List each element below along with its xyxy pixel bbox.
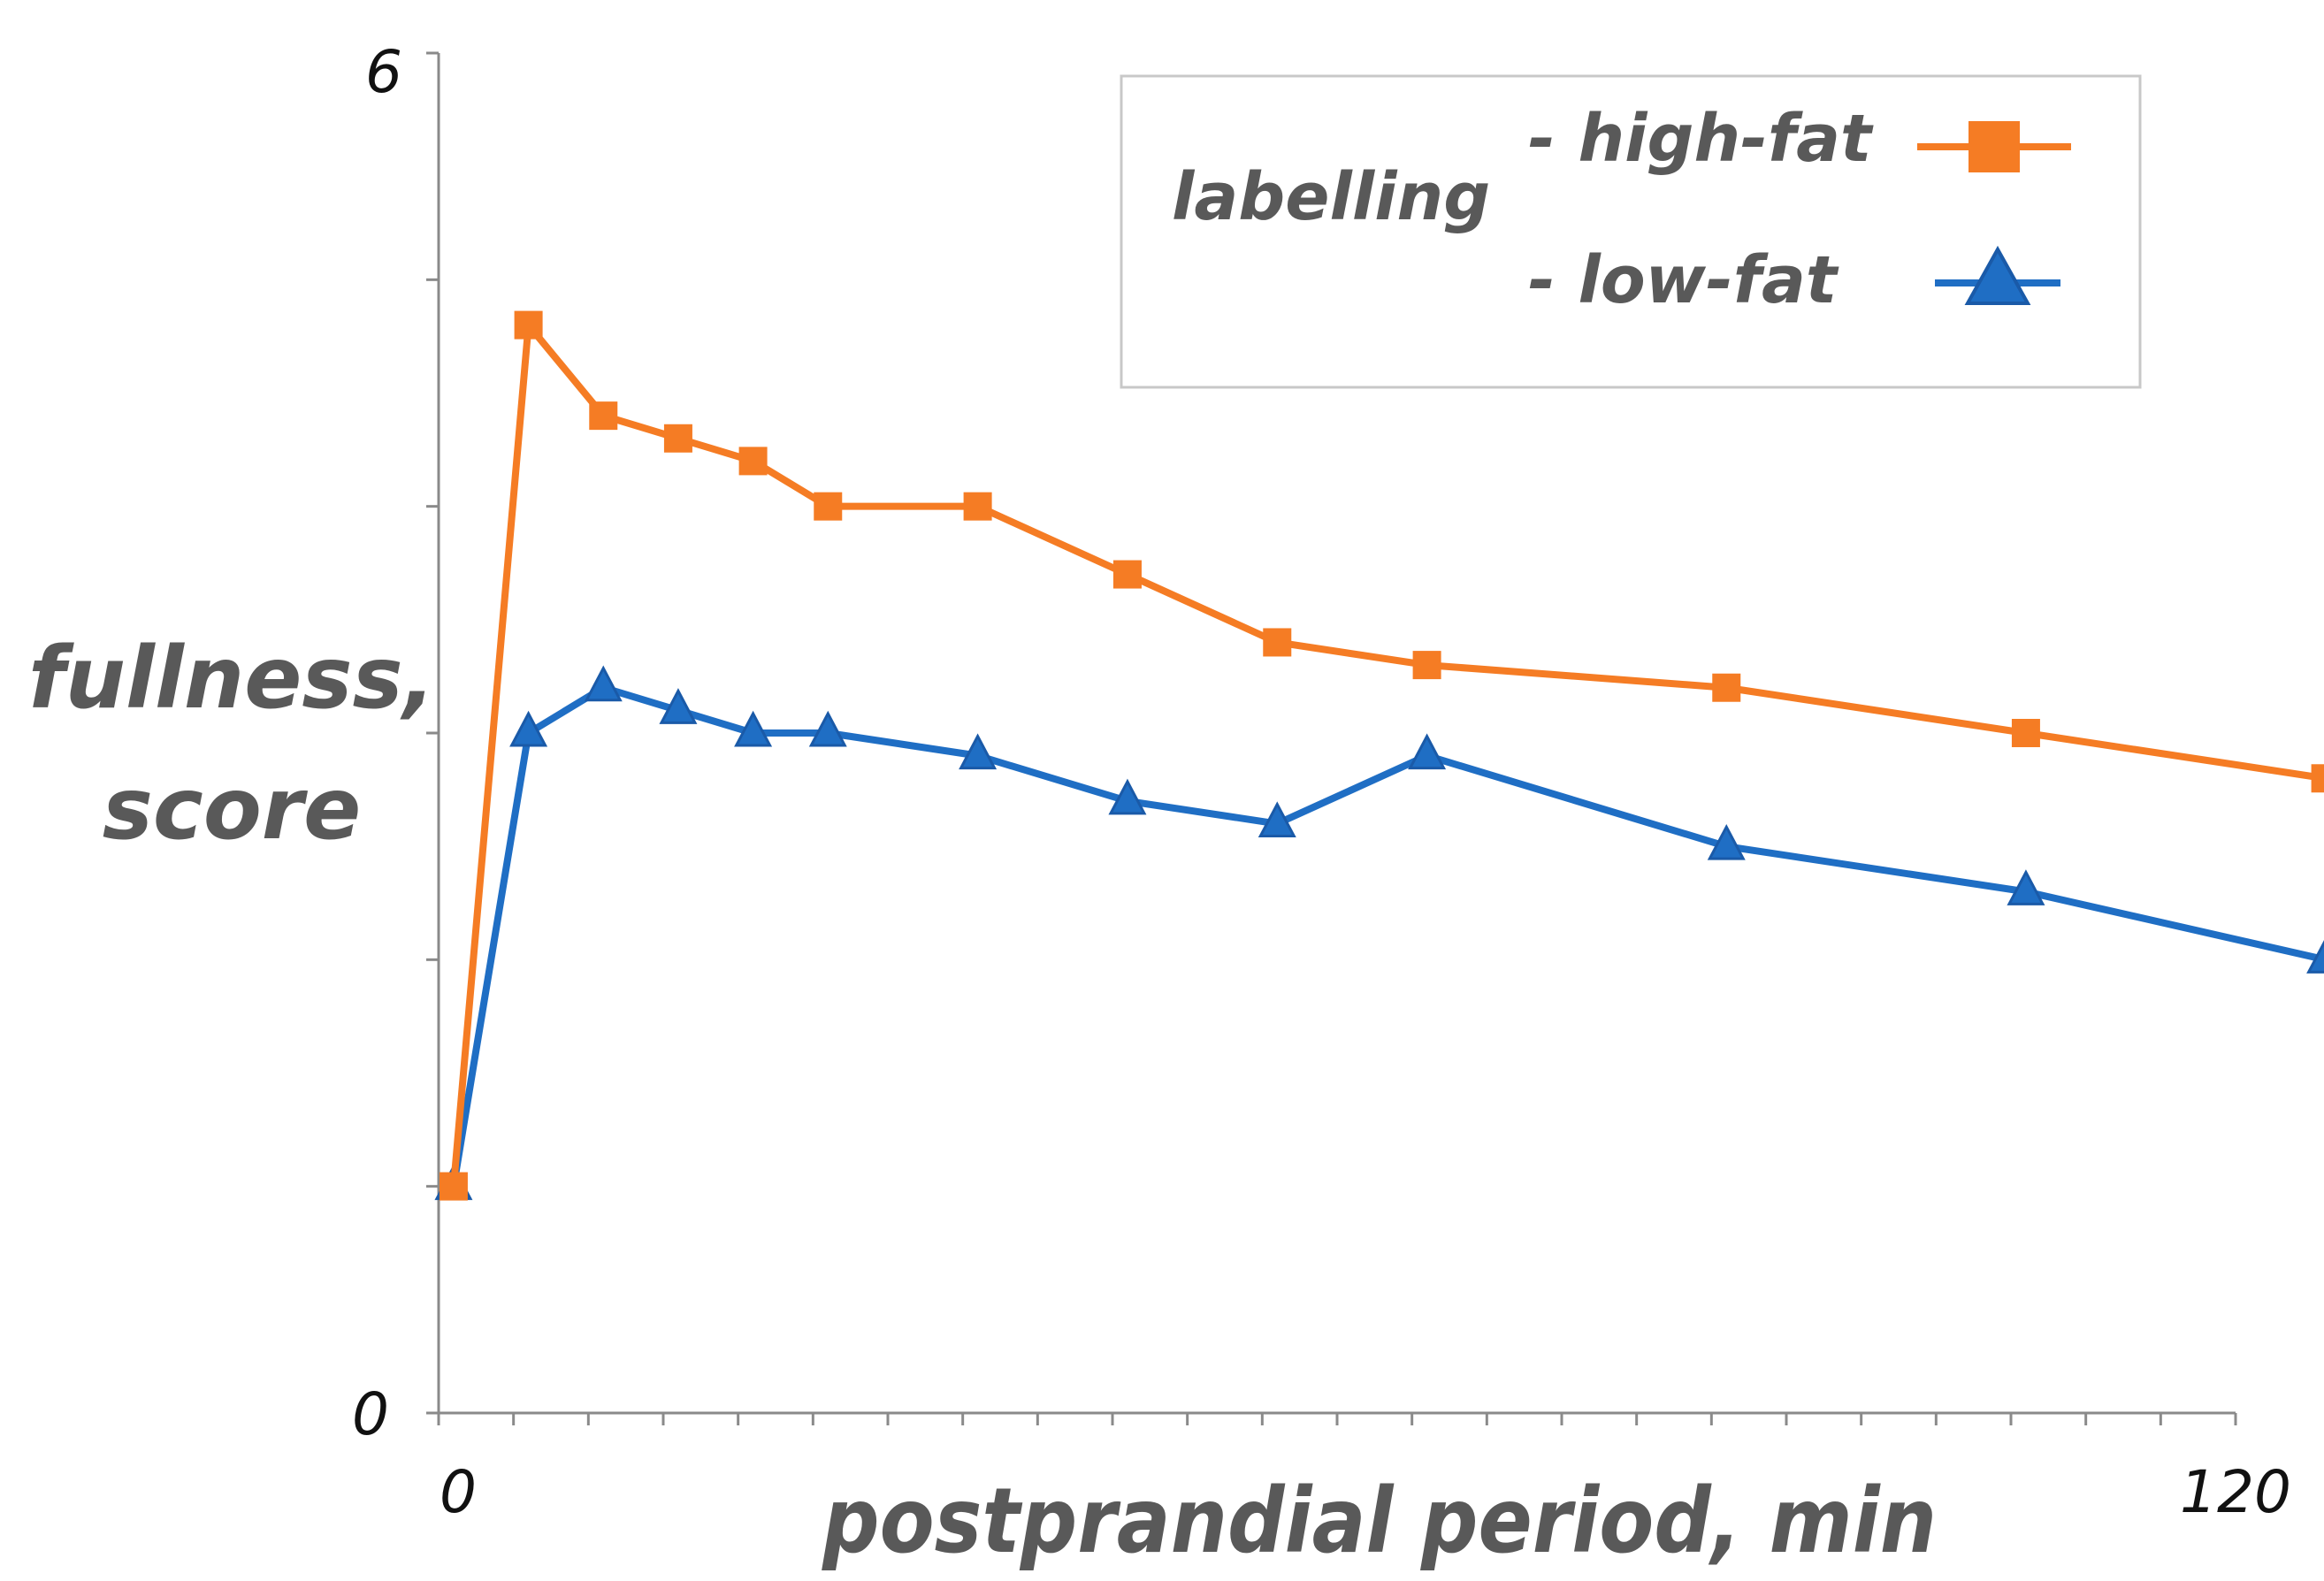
plot-area (434, 310, 2324, 1201)
data-point-high-fat (1712, 673, 1741, 702)
y-axis-ticks (426, 51, 439, 1415)
y-axis-title-line-1: fullness, (28, 629, 435, 728)
data-point-low-fat (959, 733, 998, 770)
data-point-high-fat (1112, 560, 1142, 589)
data-point-low-fat (2007, 869, 2045, 905)
x-axis-ticks (437, 1413, 2237, 1425)
y-tick-label-max: 6 (365, 38, 402, 106)
data-point-high-fat (514, 310, 543, 340)
data-point-high-fat (1263, 628, 1292, 657)
data-point-low-fat (734, 710, 773, 747)
x-tick-label-min: 0 (440, 1458, 477, 1526)
data-point-low-fat (509, 710, 548, 747)
data-point-low-fat (1408, 733, 1447, 770)
data-point-high-fat (963, 492, 992, 521)
legend-label-high-fat: - high-fat (1528, 101, 1874, 177)
data-point-high-fat (738, 447, 768, 476)
data-point-low-fat (659, 688, 698, 724)
data-point-low-fat (2306, 940, 2324, 974)
data-point-low-fat (808, 710, 847, 747)
data-point-high-fat (814, 492, 843, 521)
data-point-high-fat (439, 1172, 468, 1201)
series-line-low-fat (449, 684, 2324, 1190)
data-point-high-fat (1412, 651, 1441, 680)
legend-title: labelling (1172, 159, 1490, 235)
legend-label-low-fat: - low-fat (1528, 242, 1839, 318)
data-point-high-fat (663, 424, 692, 453)
series-line-high-fat (449, 321, 2324, 1190)
data-point-low-fat (1258, 801, 1296, 838)
x-axis-title: postprandial period, min (822, 1469, 1937, 1574)
data-point-high-fat (589, 401, 618, 431)
data-point-low-fat (1108, 778, 1147, 815)
data-point-high-fat (2011, 719, 2040, 747)
data-point-low-fat (584, 665, 623, 702)
x-tick-label-max: 120 (2180, 1458, 2291, 1526)
y-axis-title-line-2: score (103, 760, 361, 859)
legend: labelling - high-fat - low-fat (1120, 74, 2142, 389)
legend-marker-high-fat (1969, 121, 2020, 172)
data-point-high-fat (2311, 764, 2324, 793)
data-point-low-fat (1707, 823, 1746, 860)
y-tick-label-min: 0 (352, 1380, 389, 1448)
legend-marker-low-fat (1964, 245, 2031, 305)
